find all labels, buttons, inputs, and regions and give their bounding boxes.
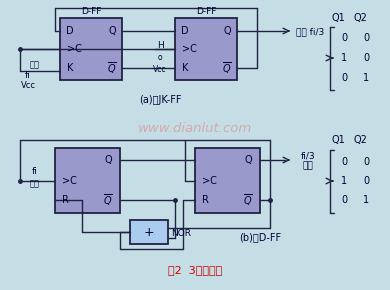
Bar <box>130 220 168 244</box>
Text: Q: Q <box>108 26 116 36</box>
Text: 0: 0 <box>341 73 347 83</box>
Text: H: H <box>157 41 163 50</box>
Text: Vcc: Vcc <box>153 66 167 75</box>
Text: D-FF: D-FF <box>196 6 216 15</box>
Text: D: D <box>66 26 74 36</box>
Text: 0: 0 <box>363 176 369 186</box>
Text: Vcc: Vcc <box>21 81 35 90</box>
Text: fi/3: fi/3 <box>301 151 315 160</box>
Text: $\overline{Q}$: $\overline{Q}$ <box>103 192 113 208</box>
Text: o: o <box>158 53 162 63</box>
Text: $\overline{Q}$: $\overline{Q}$ <box>243 192 253 208</box>
Text: Q2: Q2 <box>353 135 367 145</box>
Text: fi: fi <box>25 70 31 79</box>
Bar <box>175 18 237 80</box>
Text: NOR: NOR <box>171 229 191 238</box>
Text: K: K <box>182 63 188 73</box>
Text: D: D <box>181 26 189 36</box>
Text: 1: 1 <box>363 73 369 83</box>
Text: 输入: 输入 <box>30 61 40 70</box>
Text: Q1: Q1 <box>331 135 345 145</box>
Text: 输入: 输入 <box>30 180 40 188</box>
Text: D-FF: D-FF <box>81 6 101 15</box>
Text: 0: 0 <box>363 53 369 63</box>
Text: 1: 1 <box>341 176 347 186</box>
Text: (a)用JK-FF: (a)用JK-FF <box>139 95 181 105</box>
Text: Q2: Q2 <box>353 13 367 23</box>
Text: 输出 fi/3: 输出 fi/3 <box>296 28 324 37</box>
Text: fi: fi <box>32 168 38 177</box>
Bar <box>60 18 122 80</box>
Text: Q: Q <box>223 26 231 36</box>
Text: 输出: 输出 <box>303 162 314 171</box>
Text: 1: 1 <box>341 53 347 63</box>
Text: 图2  3分频电路: 图2 3分频电路 <box>168 265 222 275</box>
Text: >C: >C <box>67 44 82 54</box>
Text: R: R <box>62 195 68 205</box>
Bar <box>55 148 120 213</box>
Text: 1: 1 <box>363 195 369 205</box>
Text: Q: Q <box>104 155 112 165</box>
Bar <box>195 148 260 213</box>
Text: 0: 0 <box>341 157 347 167</box>
Text: 0: 0 <box>363 157 369 167</box>
Text: R: R <box>202 195 208 205</box>
Text: >C: >C <box>182 44 197 54</box>
Text: 0: 0 <box>363 33 369 43</box>
Text: www.dianlut.com: www.dianlut.com <box>138 122 252 135</box>
Text: Q1: Q1 <box>331 13 345 23</box>
Text: Q: Q <box>244 155 252 165</box>
Text: >C: >C <box>202 176 216 186</box>
Text: $\overline{Q}$: $\overline{Q}$ <box>222 60 232 76</box>
Text: +: + <box>144 226 154 238</box>
Text: >C: >C <box>62 176 76 186</box>
Text: (b)用D-FF: (b)用D-FF <box>239 232 281 242</box>
Text: 0: 0 <box>341 195 347 205</box>
Text: $\overline{Q}$: $\overline{Q}$ <box>107 60 117 76</box>
Text: K: K <box>67 63 73 73</box>
Text: 0: 0 <box>341 33 347 43</box>
